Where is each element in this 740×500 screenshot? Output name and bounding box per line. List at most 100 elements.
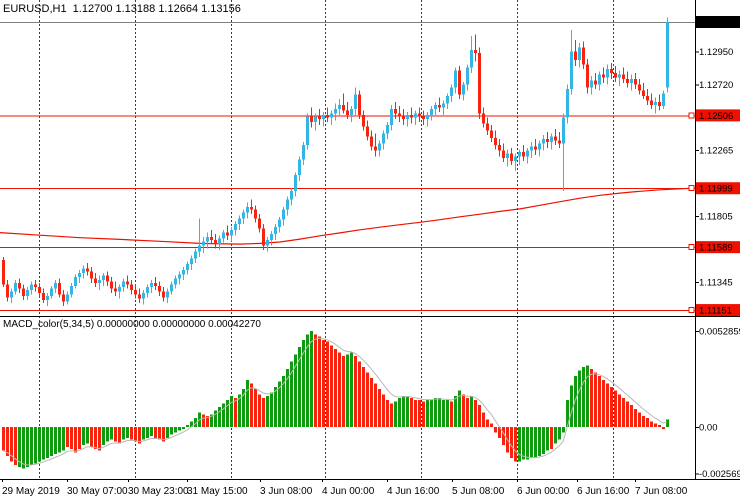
price-badge-bg <box>696 241 740 254</box>
macd-bar <box>314 334 317 427</box>
macd-bar <box>298 347 301 427</box>
macd-bar <box>106 427 109 442</box>
candle <box>118 287 121 292</box>
candle <box>646 96 649 101</box>
candle <box>522 152 525 157</box>
macd-bar <box>34 427 37 464</box>
time-tick-label: 30 May 23:00 <box>128 486 189 497</box>
macd-bar <box>318 336 321 427</box>
moving-average-line <box>0 187 695 245</box>
macd-bar <box>338 352 341 427</box>
macd-bar <box>134 427 137 442</box>
macd-bar <box>458 390 461 427</box>
candle <box>298 159 301 176</box>
candles-layer[interactable] <box>2 17 669 306</box>
macd-bar <box>534 427 537 458</box>
macd-bar <box>470 396 473 427</box>
price-tick-label: 1.12950 <box>699 47 733 58</box>
macd-bar <box>294 354 297 427</box>
macd-bar <box>262 397 265 427</box>
macd-bar <box>70 427 73 449</box>
candle <box>634 78 637 85</box>
macd-bar <box>326 341 329 427</box>
macd-bar <box>418 399 421 427</box>
macd-bar <box>2 427 5 451</box>
macd-bar <box>86 427 89 444</box>
candle <box>302 144 305 160</box>
candle <box>170 284 173 292</box>
candle <box>442 103 445 108</box>
candle <box>610 68 613 74</box>
candle <box>126 281 129 285</box>
candle <box>330 113 333 118</box>
candle <box>274 226 277 235</box>
macd-bar <box>246 379 249 427</box>
macd-bar <box>46 427 49 458</box>
candle <box>622 74 625 79</box>
candle <box>270 234 273 240</box>
macd-bar <box>638 412 641 427</box>
price-badge-level: 1.12506 <box>688 109 740 122</box>
macd-bar <box>290 361 293 427</box>
candle <box>486 123 489 131</box>
chart-title: EURUSD,H1 1.12700 1.13188 1.12664 1.1315… <box>3 3 241 15</box>
macd-bar <box>218 407 221 427</box>
macd-bar <box>486 419 489 427</box>
candle <box>78 272 81 278</box>
macd-bar <box>22 427 25 469</box>
macd-bar <box>606 383 609 427</box>
candle <box>194 251 197 259</box>
macd-bar <box>258 394 261 427</box>
macd-bar <box>178 427 181 431</box>
candle <box>106 275 109 282</box>
macd-bar <box>226 399 229 427</box>
macd-bar <box>242 388 245 427</box>
candle <box>498 144 501 151</box>
macd-tick-label: -0.002569 <box>699 469 740 480</box>
price-badge-bg <box>696 16 740 28</box>
macd-bar <box>98 427 101 451</box>
macd-bar <box>206 416 209 427</box>
candle <box>310 116 313 123</box>
macd-histogram-layer[interactable] <box>2 330 669 469</box>
time-tick-label: 31 May 15:00 <box>187 486 248 497</box>
candle <box>438 104 441 108</box>
macd-bar <box>650 421 653 427</box>
candle <box>10 291 13 298</box>
macd-bar <box>62 427 65 451</box>
level-marker-square[interactable] <box>688 244 695 251</box>
macd-bar <box>610 387 613 427</box>
macd-bar <box>250 383 253 427</box>
level-marker-square[interactable] <box>688 185 695 192</box>
level-marker-square[interactable] <box>688 307 695 314</box>
candle <box>494 137 497 145</box>
candle <box>490 130 493 138</box>
macd-bar <box>414 399 417 427</box>
price-badge-label: 1.11151 <box>699 306 732 317</box>
candle <box>358 94 361 115</box>
price-badge-label: 1.11589 <box>699 243 733 254</box>
macd-bar <box>362 367 365 427</box>
macd-bar <box>614 390 617 427</box>
candle <box>350 109 353 115</box>
macd-bar <box>222 403 225 427</box>
candle <box>422 116 425 120</box>
price-badge-label: 1.11999 <box>699 184 733 195</box>
macd-bar <box>438 397 441 427</box>
price-axis[interactable]: 1.12950 1.12720 1.12265 1.11805 1.11345 1.131… <box>688 16 740 317</box>
candle <box>594 80 597 85</box>
candle <box>38 287 41 293</box>
macd-bar <box>94 427 97 449</box>
candle <box>286 199 289 210</box>
macd-bar <box>274 387 277 427</box>
candle <box>30 284 33 291</box>
candle <box>370 136 373 147</box>
macd-bar <box>26 427 29 467</box>
macd-bar <box>6 427 9 457</box>
macd-bar <box>122 427 125 440</box>
level-marker-square[interactable] <box>688 112 695 119</box>
time-tick-label: 29 May 2019 <box>2 486 60 497</box>
